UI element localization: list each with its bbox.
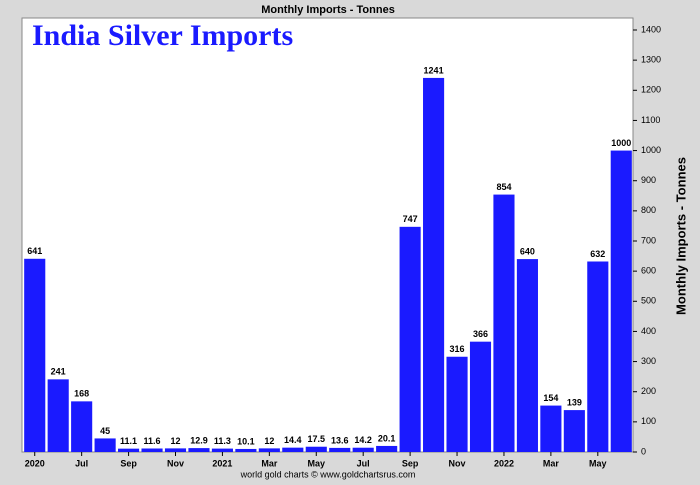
y-axis-label: Monthly Imports - Tonnes bbox=[673, 157, 688, 315]
bar bbox=[610, 150, 632, 453]
value-label: 632 bbox=[590, 249, 605, 259]
x-tick-label: Sep bbox=[120, 458, 137, 468]
value-label: 154 bbox=[543, 393, 558, 403]
x-tick-label: Nov bbox=[167, 458, 184, 468]
bar bbox=[141, 448, 163, 452]
bar bbox=[188, 448, 210, 452]
bar bbox=[540, 405, 562, 452]
value-label: 139 bbox=[567, 397, 582, 407]
value-label: 366 bbox=[473, 329, 488, 339]
y-tick-label: 100 bbox=[641, 416, 656, 426]
y-tick-label: 300 bbox=[641, 356, 656, 366]
y-tick-label: 800 bbox=[641, 205, 656, 215]
x-tick-label: Mar bbox=[543, 458, 560, 468]
value-label: 14.2 bbox=[354, 435, 372, 445]
value-label: 11.3 bbox=[214, 436, 231, 446]
value-label: 747 bbox=[403, 214, 418, 224]
bar bbox=[118, 448, 140, 452]
value-label: 168 bbox=[74, 389, 89, 399]
chart-title: Monthly Imports - Tonnes bbox=[261, 4, 395, 16]
value-label: 854 bbox=[496, 182, 511, 192]
bar bbox=[24, 258, 46, 452]
bar bbox=[235, 448, 257, 452]
bar bbox=[211, 448, 233, 452]
y-tick-label: 1300 bbox=[641, 55, 661, 65]
value-label: 640 bbox=[520, 246, 535, 256]
y-tick-label: 600 bbox=[641, 266, 656, 276]
y-tick-label: 500 bbox=[641, 296, 656, 306]
bar bbox=[423, 77, 445, 453]
value-label: 14.4 bbox=[284, 435, 302, 445]
y-tick-label: 200 bbox=[641, 386, 656, 396]
footer: world gold charts © www.goldchartsrus.co… bbox=[240, 469, 416, 479]
bar bbox=[352, 447, 374, 452]
annotation: India Silver Imports bbox=[32, 19, 293, 52]
bar bbox=[563, 410, 585, 452]
plot-area bbox=[21, 17, 634, 453]
x-tick-label: 2022 bbox=[494, 458, 514, 468]
x-tick-label: Nov bbox=[449, 458, 466, 468]
bar bbox=[493, 194, 515, 452]
value-label: 12 bbox=[264, 436, 274, 446]
value-label: 13.6 bbox=[331, 435, 349, 445]
value-label: 1000 bbox=[611, 138, 631, 148]
value-label: 316 bbox=[450, 344, 465, 354]
y-tick-label: 0 bbox=[641, 446, 646, 456]
bar bbox=[282, 447, 304, 452]
value-label: 20.1 bbox=[378, 433, 396, 443]
x-tick-label: May bbox=[308, 458, 326, 468]
bar bbox=[587, 261, 609, 452]
value-label: 11.1 bbox=[120, 436, 137, 446]
bar bbox=[71, 401, 93, 452]
y-tick-label: 700 bbox=[641, 235, 656, 245]
value-label: 11.6 bbox=[144, 436, 161, 446]
x-tick-label: May bbox=[589, 458, 607, 468]
y-tick-label: 400 bbox=[641, 326, 656, 336]
x-tick-label: Mar bbox=[261, 458, 278, 468]
bar bbox=[258, 448, 280, 452]
y-tick-label: 1200 bbox=[641, 85, 661, 95]
value-label: 12.9 bbox=[190, 435, 208, 445]
y-tick-label: 900 bbox=[641, 175, 656, 185]
bar bbox=[164, 448, 187, 452]
x-tick-label: Jul bbox=[75, 458, 88, 468]
value-label: 10.1 bbox=[237, 436, 255, 446]
y-tick-label: 1000 bbox=[641, 145, 661, 155]
y-tick-label: 1100 bbox=[641, 115, 660, 125]
bar bbox=[94, 438, 116, 452]
value-label: 241 bbox=[51, 367, 66, 377]
bar bbox=[469, 341, 492, 452]
bar bbox=[399, 226, 421, 452]
x-tick-label: Sep bbox=[402, 458, 419, 468]
bar bbox=[516, 259, 538, 452]
bar bbox=[47, 379, 69, 452]
x-tick-label: 2020 bbox=[25, 458, 45, 468]
value-label: 1241 bbox=[424, 65, 444, 75]
value-label: 17.5 bbox=[308, 434, 326, 444]
bar bbox=[446, 356, 468, 452]
bar bbox=[329, 447, 351, 452]
value-label: 12 bbox=[170, 436, 180, 446]
x-tick-label: Jul bbox=[357, 458, 370, 468]
y-tick-label: 1400 bbox=[641, 24, 661, 34]
x-tick-label: 2021 bbox=[212, 458, 232, 468]
bar bbox=[376, 445, 398, 452]
bar bbox=[305, 446, 327, 452]
value-label: 45 bbox=[100, 426, 110, 436]
value-label: 641 bbox=[27, 246, 42, 256]
